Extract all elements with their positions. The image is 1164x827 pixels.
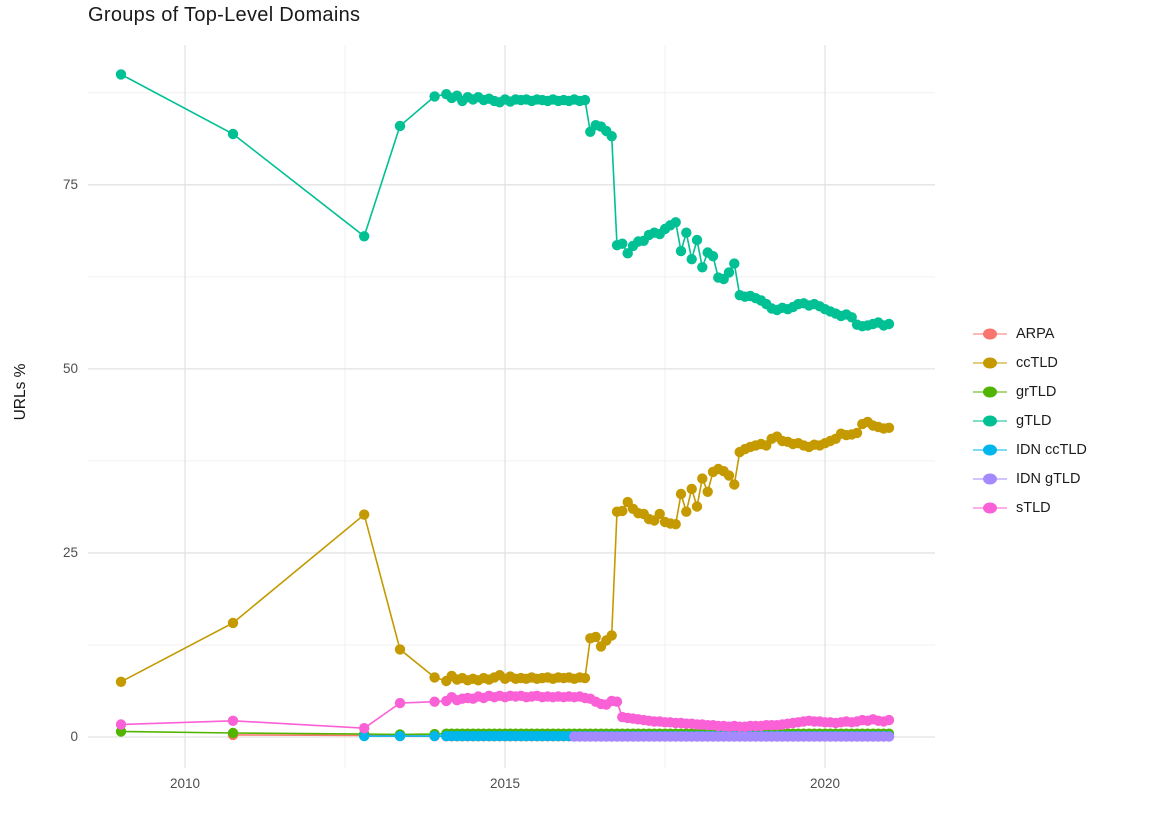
data-point: [429, 730, 440, 742]
legend-label: IDN gTLD: [1016, 470, 1081, 487]
data-point: [227, 128, 239, 140]
data-point: [697, 473, 708, 484]
data-point: [579, 672, 591, 684]
legend-entry-ccTLD: ccTLD: [973, 348, 1087, 377]
legend: ARPA ccTLD grTLD gTLD IDN ccTLD IDN gTLD sTLD: [973, 319, 1087, 522]
series-gTLD: [115, 69, 895, 332]
data-point: [707, 251, 719, 262]
legend-entry-IDN-gTLD: IDN gTLD: [973, 464, 1087, 493]
data-point: [227, 715, 239, 726]
data-point: [883, 731, 895, 742]
data-point: [606, 131, 617, 142]
legend-dot-icon: [983, 357, 997, 368]
series-sTLD: [115, 690, 895, 734]
data-point: [691, 234, 703, 246]
data-point: [681, 506, 692, 517]
legend-label: ccTLD: [1016, 354, 1058, 371]
x-tick-label: 2020: [809, 776, 841, 791]
data-point: [729, 258, 740, 269]
data-point: [681, 227, 692, 238]
legend-label: IDN ccTLD: [1016, 441, 1087, 458]
data-point: [394, 697, 406, 709]
data-point: [883, 714, 895, 726]
data-point: [851, 427, 863, 439]
y-tick-label: 0: [70, 729, 78, 744]
legend-dot-icon: [983, 386, 997, 397]
data-point: [429, 696, 440, 707]
data-point: [654, 508, 665, 520]
data-point: [846, 312, 857, 323]
legend-key-icon: [973, 385, 1007, 399]
y-tick-label: 50: [62, 360, 78, 376]
series-ccTLD: [115, 416, 895, 687]
data-point: [729, 479, 740, 490]
data-point: [359, 730, 370, 742]
data-point: [697, 262, 708, 273]
legend-key-icon: [973, 356, 1007, 370]
data-point: [675, 245, 687, 257]
legend-key-icon: [973, 414, 1007, 428]
legend-entry-IDN-ccTLD: IDN ccTLD: [973, 435, 1087, 464]
data-point: [394, 120, 406, 132]
legend-dot-icon: [983, 473, 997, 484]
data-point: [227, 727, 239, 739]
legend-label: grTLD: [1016, 383, 1057, 400]
legend-key-icon: [973, 501, 1007, 515]
x-tick-label: 2015: [489, 776, 521, 791]
data-point: [686, 483, 697, 495]
data-point: [670, 519, 681, 530]
data-point: [359, 509, 370, 520]
data-point: [702, 486, 713, 497]
legend-entry-sTLD: sTLD: [973, 493, 1087, 522]
data-point: [115, 676, 127, 687]
legend-dot-icon: [983, 444, 997, 455]
data-point: [429, 91, 440, 102]
data-point: [675, 488, 687, 500]
data-point: [359, 231, 370, 242]
legend-label: gTLD: [1016, 412, 1052, 429]
legend-key-icon: [973, 443, 1007, 457]
legend-entry-ARPA: ARPA: [973, 319, 1087, 348]
y-tick-label: 25: [62, 544, 78, 560]
data-point: [611, 696, 623, 707]
data-point: [227, 617, 239, 629]
data-point: [590, 631, 601, 643]
chart-title: Groups of Top-Level Domains: [88, 4, 361, 26]
legend-dot-icon: [983, 502, 997, 513]
data-point: [579, 94, 591, 106]
data-point: [691, 501, 703, 512]
data-point: [115, 719, 127, 730]
data-point: [394, 644, 406, 655]
legend-dot-icon: [983, 328, 997, 339]
data-point: [617, 505, 628, 517]
legend-label: sTLD: [1016, 499, 1051, 516]
legend-dot-icon: [983, 415, 997, 426]
y-axis-title: URLs %: [12, 363, 29, 421]
legend-entry-gTLD: gTLD: [973, 406, 1087, 435]
data-point: [394, 730, 406, 742]
data-point: [429, 672, 440, 683]
legend-label: ARPA: [1016, 325, 1055, 342]
x-tick-label: 2010: [169, 776, 201, 791]
data-point: [670, 217, 681, 228]
data-point: [883, 422, 895, 433]
data-point: [606, 630, 617, 641]
data-point: [622, 248, 633, 259]
legend-key-icon: [973, 327, 1007, 341]
data-point: [115, 69, 127, 80]
data-point: [723, 267, 735, 278]
data-point: [686, 254, 697, 265]
data-point: [617, 238, 628, 249]
legend-entry-grTLD: grTLD: [973, 377, 1087, 406]
legend-key-icon: [973, 472, 1007, 486]
data-point: [723, 470, 735, 481]
data-point: [359, 723, 370, 734]
data-point: [883, 318, 895, 330]
series-IDN-gTLD: [569, 731, 895, 742]
y-tick-label: 75: [62, 176, 78, 192]
